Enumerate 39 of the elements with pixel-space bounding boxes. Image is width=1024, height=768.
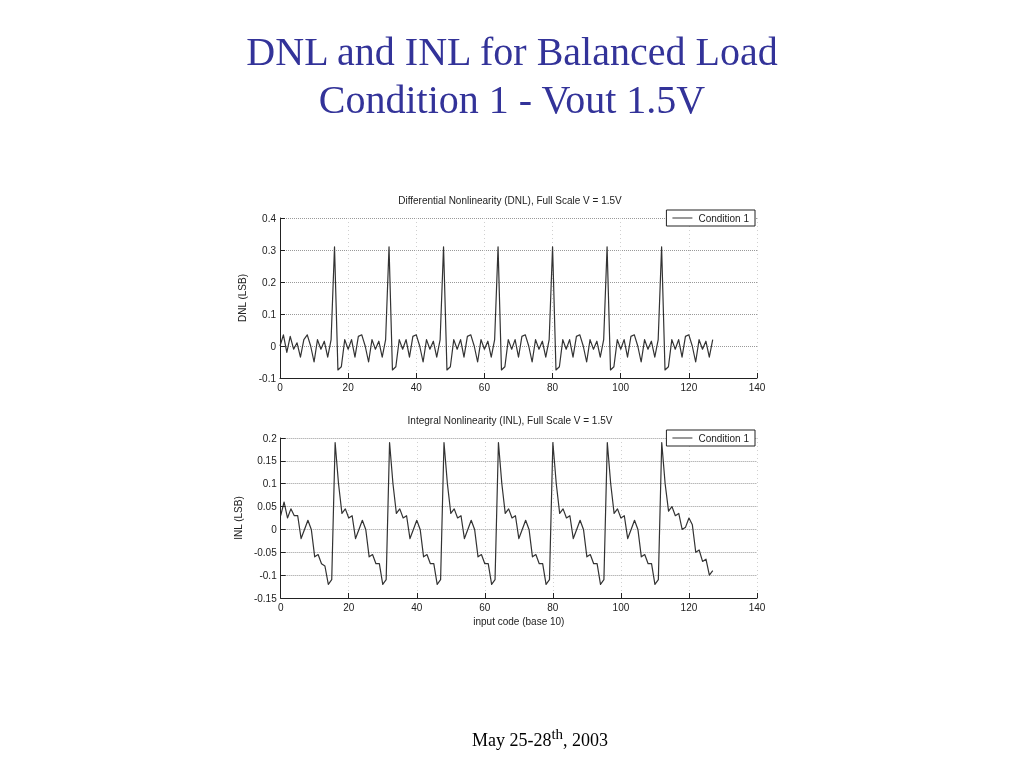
- x-tick-label: 40: [410, 381, 423, 393]
- legend-label: Condition 1: [698, 432, 750, 444]
- x-axis-title: input code (base 10): [473, 616, 565, 628]
- x-tick-label: 60: [479, 601, 491, 613]
- y-tick-label: 0.1: [262, 308, 277, 320]
- y-tick-label: 0: [270, 340, 277, 352]
- y-tick-label: -0.1: [259, 569, 278, 581]
- chart-title: Integral Nonlinearity (INL), Full Scale V = 1.5V: [407, 414, 613, 426]
- x-tick-label: 60: [478, 381, 491, 393]
- y-tick-label: 0.1: [262, 478, 278, 490]
- x-tick-label: 100: [612, 601, 630, 613]
- y-tick-label: -0.1: [258, 372, 277, 384]
- y-axis-title: DNL (LSB): [237, 274, 249, 322]
- x-tick-label: 120: [680, 601, 698, 613]
- x-tick-label: 80: [547, 381, 559, 393]
- x-tick-label: 40: [411, 601, 423, 613]
- y-tick-label: -0.15: [253, 592, 278, 604]
- y-tick-label: 0.15: [257, 455, 278, 467]
- x-tick-label: 100: [612, 381, 630, 393]
- y-axis-title: INL (LSB): [232, 496, 244, 540]
- y-tick-label: 0.2: [262, 276, 277, 288]
- x-tick-label: 140: [748, 381, 766, 393]
- y-tick-label: 0.05: [257, 501, 278, 513]
- y-tick-label: 0.2: [262, 432, 278, 444]
- x-tick-label: 80: [547, 601, 559, 613]
- x-tick-label: 120: [680, 381, 698, 393]
- y-tick-label: 0.4: [262, 212, 277, 224]
- line-series: [280, 441, 714, 585]
- x-tick-label: 20: [343, 601, 355, 613]
- y-tick-label: -0.05: [253, 546, 278, 558]
- chart-subtitle: Differential Nonlinearity (DNL), Full Scale V = 1.5V: [398, 194, 623, 206]
- y-tick-label: 0.3: [262, 244, 277, 256]
- legend-label: Condition 1: [698, 212, 750, 224]
- line-series: [279, 246, 714, 371]
- chart-title: DNL and INL for Balanced Load Condition 1 - Vout 1.5V: [245, 28, 779, 124]
- x-tick-label: 20: [342, 381, 355, 393]
- text: May 25-28$^{th}$, 2003: [470, 726, 610, 751]
- y-tick-label: 0: [271, 523, 278, 535]
- x-tick-label: 140: [748, 601, 766, 613]
